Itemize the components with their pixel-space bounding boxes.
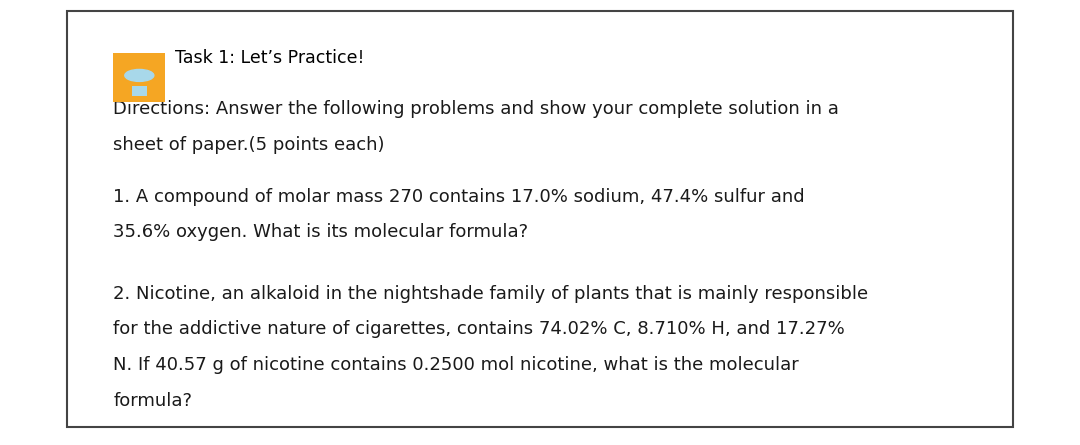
Text: 2. Nicotine, an alkaloid in the nightshade family of plants that is mainly respo: 2. Nicotine, an alkaloid in the nightsha… bbox=[113, 285, 868, 303]
Text: formula?: formula? bbox=[113, 392, 192, 409]
Circle shape bbox=[125, 69, 153, 81]
Text: Task 1: Let’s Practice!: Task 1: Let’s Practice! bbox=[175, 49, 364, 67]
Text: 1. A compound of molar mass 270 contains 17.0% sodium, 47.4% sulfur and: 1. A compound of molar mass 270 contains… bbox=[113, 188, 805, 206]
FancyBboxPatch shape bbox=[132, 86, 147, 97]
Text: for the addictive nature of cigarettes, contains 74.02% C, 8.710% H, and 17.27%: for the addictive nature of cigarettes, … bbox=[113, 320, 846, 338]
Text: 35.6% oxygen. What is its molecular formula?: 35.6% oxygen. What is its molecular form… bbox=[113, 223, 528, 241]
FancyBboxPatch shape bbox=[67, 11, 1013, 427]
Text: N. If 40.57 g of nicotine contains 0.2500 mol nicotine, what is the molecular: N. If 40.57 g of nicotine contains 0.250… bbox=[113, 356, 799, 374]
Text: sheet of paper.(5 points each): sheet of paper.(5 points each) bbox=[113, 136, 384, 154]
FancyBboxPatch shape bbox=[113, 53, 165, 102]
Text: Directions: Answer the following problems and show your complete solution in a: Directions: Answer the following problem… bbox=[113, 100, 839, 118]
